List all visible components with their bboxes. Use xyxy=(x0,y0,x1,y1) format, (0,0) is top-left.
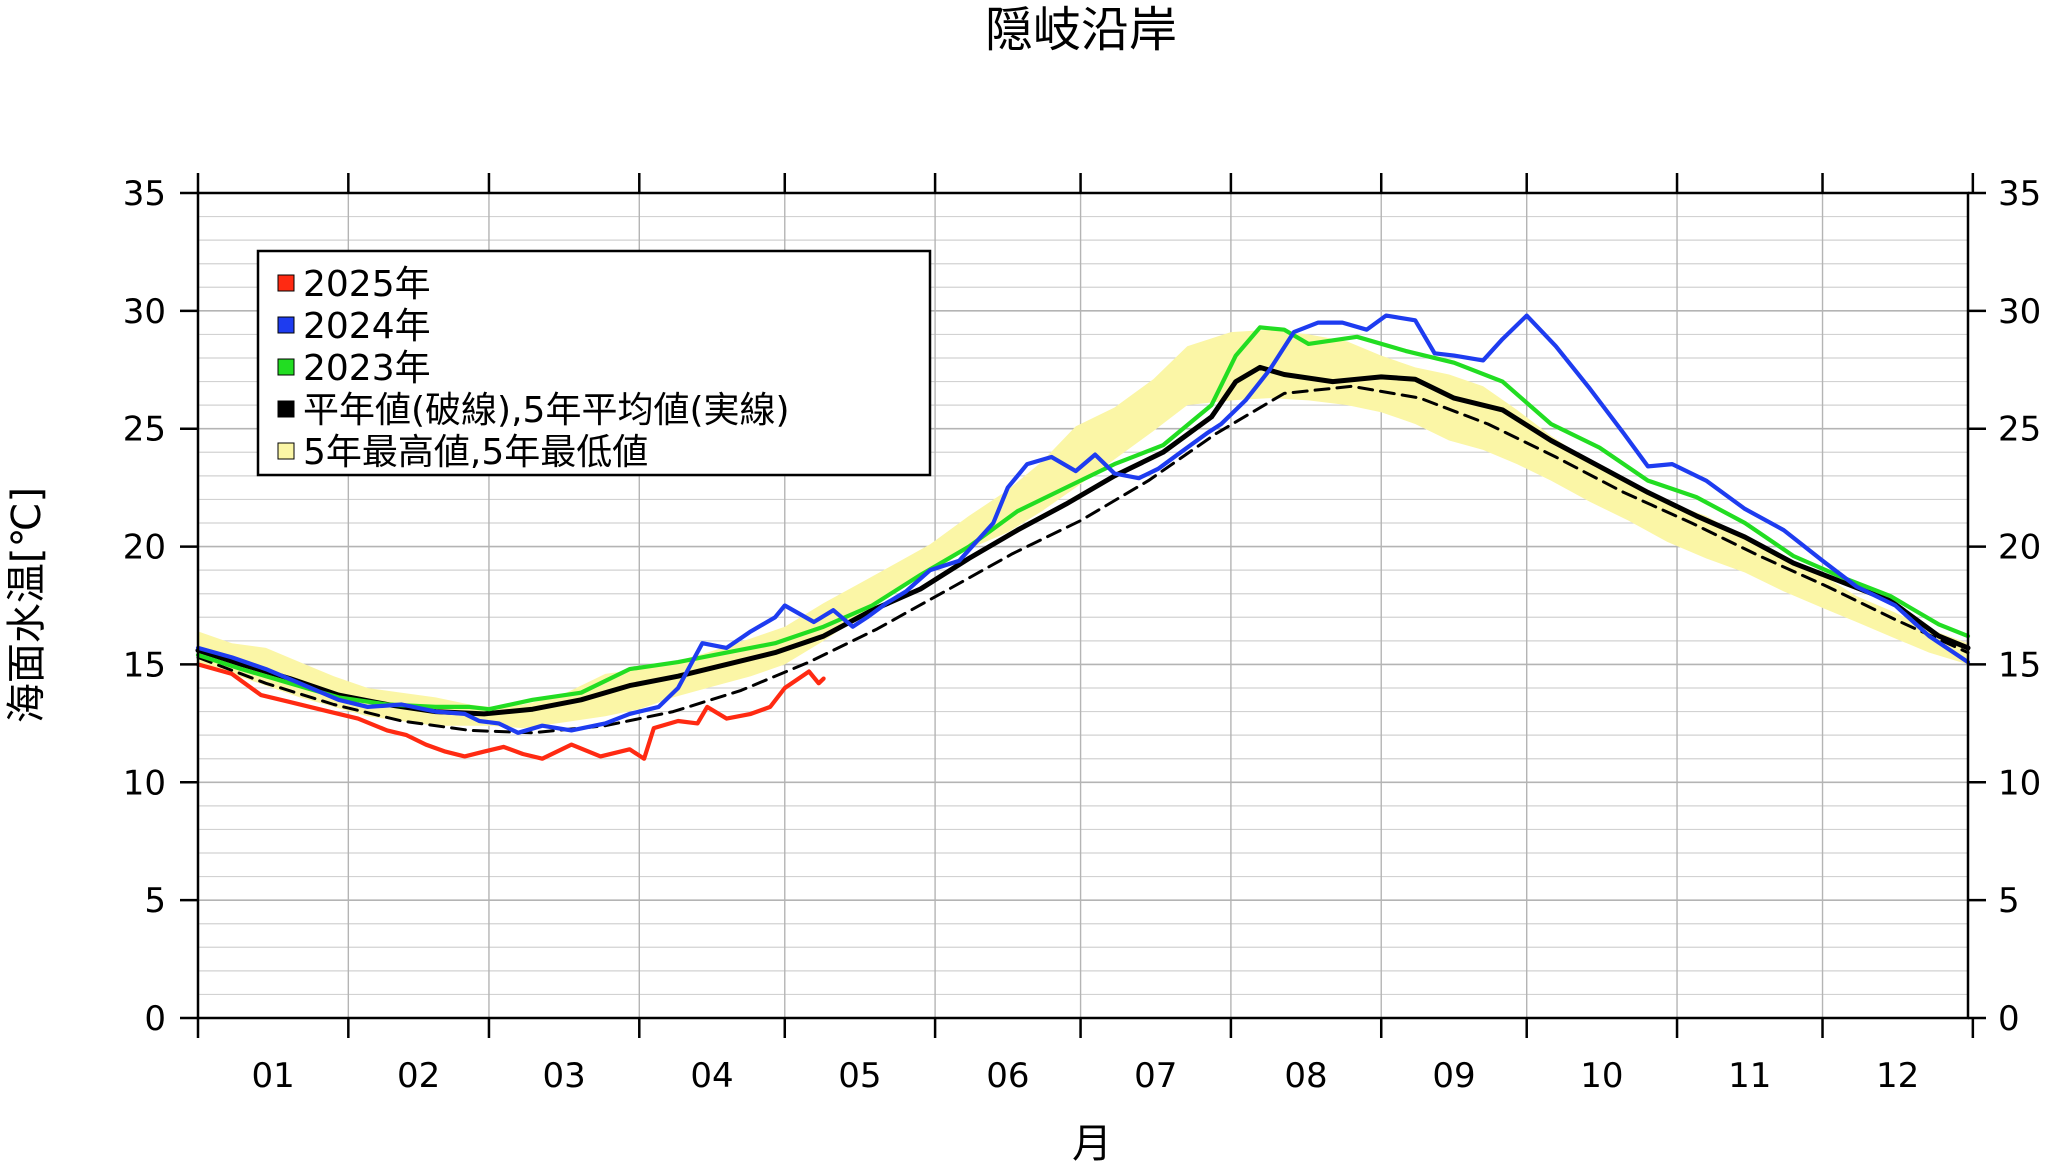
legend-label: 2024年 xyxy=(303,306,431,347)
min-max-band xyxy=(198,329,1968,729)
band-area xyxy=(198,329,1968,729)
series-line xyxy=(195,364,1971,717)
legend-label: 平年値(破線),5年平均値(実線) xyxy=(303,390,790,431)
x-tick-label: 04 xyxy=(690,1056,733,1096)
legend-swatch xyxy=(277,358,295,376)
legend: 2025年2024年2023年平年値(破線),5年平均値(実線)5年最高値,5年… xyxy=(256,249,932,477)
y-tick-label-right: 10 xyxy=(1998,763,2041,803)
x-tick-label: 12 xyxy=(1876,1056,1919,1096)
plot-border xyxy=(196,191,1970,1020)
series-line xyxy=(195,325,1971,712)
legend-swatch xyxy=(277,274,295,292)
y-tick-label-right: 5 xyxy=(1998,881,2020,921)
x-tick-label: 08 xyxy=(1284,1056,1327,1096)
plot-frame xyxy=(196,191,1970,1020)
series-line xyxy=(196,384,1970,735)
y-tick-label: 25 xyxy=(123,410,166,450)
chart-title: 隠岐沿岸 xyxy=(985,2,1177,58)
series-line xyxy=(195,313,1971,735)
y-axis-label: 海面水温[℃] xyxy=(4,487,50,723)
legend-label: 5年最高値,5年最低値 xyxy=(303,432,648,473)
y-tick-label-right: 15 xyxy=(1998,645,2041,685)
y-tick-label: 0 xyxy=(144,999,166,1039)
y-tick-label: 30 xyxy=(123,292,166,332)
x-tick-label: 11 xyxy=(1728,1056,1771,1096)
legend-swatch xyxy=(277,400,295,418)
legend-label: 2025年 xyxy=(303,264,431,305)
legend-swatch xyxy=(277,316,295,334)
y-tick-label-right: 30 xyxy=(1998,292,2041,332)
y-tick-label: 35 xyxy=(123,174,166,214)
x-tick-label: 03 xyxy=(542,1056,585,1096)
series-lines xyxy=(195,313,1971,761)
x-tick-label: 09 xyxy=(1432,1056,1475,1096)
axis-ticks xyxy=(180,173,1986,1038)
x-tick-label: 02 xyxy=(397,1056,440,1096)
y-tick-label: 15 xyxy=(123,645,166,685)
y-tick-label: 20 xyxy=(123,528,166,568)
y-tick-label-right: 35 xyxy=(1998,174,2041,214)
x-tick-label: 10 xyxy=(1580,1056,1623,1096)
y-tick-label-right: 0 xyxy=(1998,999,2020,1039)
y-tick-label-right: 25 xyxy=(1998,410,2041,450)
legend-label: 2023年 xyxy=(303,348,431,389)
y-tick-label-right: 20 xyxy=(1998,528,2041,568)
legend-swatch xyxy=(277,442,295,460)
x-tick-label: 07 xyxy=(1134,1056,1177,1096)
legend-box xyxy=(256,249,932,477)
series-line xyxy=(195,662,826,761)
x-axis-label: 月 xyxy=(1072,1121,1112,1166)
y-tick-labels-left: 0 5 10 15 20 25 30 35 xyxy=(123,174,166,1039)
y-tick-label: 5 xyxy=(144,881,166,921)
x-tick-label: 06 xyxy=(986,1056,1029,1096)
y-tick-label: 10 xyxy=(123,763,166,803)
x-tick-label: 01 xyxy=(252,1056,295,1096)
x-tick-label: 05 xyxy=(838,1056,881,1096)
x-tick-labels: 01 02 03 04 05 06 07 08 09 10 11 12 xyxy=(252,1056,1920,1096)
y-tick-labels-right: 0 5 10 15 20 25 30 35 xyxy=(1998,174,2041,1039)
